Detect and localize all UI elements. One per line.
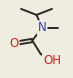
Text: OH: OH [43,54,61,67]
Text: O: O [9,37,19,50]
Text: N: N [38,21,47,34]
